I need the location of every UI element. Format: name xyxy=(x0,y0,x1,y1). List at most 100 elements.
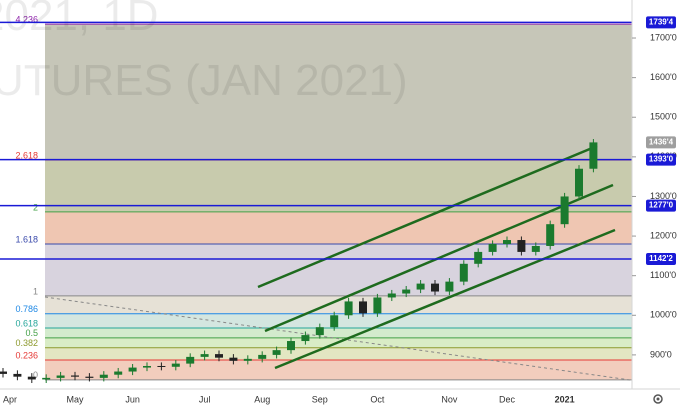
fib-label: 0.382 xyxy=(15,338,38,348)
candle-body xyxy=(71,375,79,377)
fib-band xyxy=(45,211,632,244)
candle-body xyxy=(243,358,252,361)
candle-body xyxy=(258,354,267,359)
axes: Apr May Jun Jul Aug Sep Oct Nov Dec 2021 900'0 1000… xyxy=(3,16,677,404)
x-tick-label: Nov xyxy=(441,394,458,404)
price-tag-bg xyxy=(646,252,676,265)
candle-body xyxy=(85,376,94,378)
price-tag-bg xyxy=(646,16,676,29)
candle-body xyxy=(186,356,195,364)
channel-mid xyxy=(264,183,614,333)
fib-label: 0.618 xyxy=(15,318,38,328)
candle-body xyxy=(387,293,396,298)
candle-body xyxy=(445,281,454,292)
candle-body xyxy=(459,263,468,282)
channel-top xyxy=(257,144,598,289)
candle-body xyxy=(416,283,425,290)
price-tag: 1142'2 xyxy=(649,254,673,263)
candle-body xyxy=(143,365,151,368)
candle-body xyxy=(488,243,497,252)
fib-label: 0.786 xyxy=(15,304,38,314)
last-price-tag: 1436'4 xyxy=(649,138,674,147)
candle-body xyxy=(27,376,36,380)
candle-body xyxy=(531,245,540,252)
candle-body xyxy=(330,315,339,328)
fib-band xyxy=(45,313,632,328)
drawings xyxy=(44,144,631,381)
candle-body xyxy=(229,357,238,361)
candle-body xyxy=(215,354,223,358)
y-tick-label: 1300'0 xyxy=(650,191,677,201)
candle-body xyxy=(200,354,209,357)
fib-label: 4.236 xyxy=(15,15,38,25)
x-tick-label: Aug xyxy=(254,394,270,404)
gear-center[interactable] xyxy=(656,397,660,401)
candle-body xyxy=(301,335,310,342)
candle-body xyxy=(114,371,123,375)
candle-body xyxy=(431,283,439,292)
x-tick-label: Jun xyxy=(125,394,140,404)
fib-label: 2.618 xyxy=(15,150,38,160)
candle-body xyxy=(315,327,324,336)
y-tick-label: 1600'0 xyxy=(650,72,677,82)
price-tag-bg xyxy=(646,199,676,212)
candle-body xyxy=(344,301,353,316)
candle-body xyxy=(42,377,51,380)
price-tag: 1739'4 xyxy=(649,17,674,26)
candle-body xyxy=(517,240,526,252)
fib-band xyxy=(45,160,632,212)
last-price-tag-bg xyxy=(646,136,676,149)
fib-band xyxy=(45,360,632,380)
candle-body xyxy=(575,168,583,197)
y-tick-label: 1000'0 xyxy=(650,310,677,320)
fib-band xyxy=(45,243,632,296)
price-tag: 1393'0 xyxy=(649,155,674,164)
watermark-symbol: 2021, 1D xyxy=(0,0,159,40)
y-tick-label: 1200'0 xyxy=(650,230,677,240)
gear[interactable] xyxy=(653,394,663,404)
candle-body xyxy=(402,289,411,294)
candle-body xyxy=(373,297,382,314)
fib-band xyxy=(45,327,632,338)
fib-band xyxy=(45,295,632,314)
y-tick-label: 1500'0 xyxy=(650,112,677,122)
fib-band xyxy=(45,24,632,161)
candle-body xyxy=(589,142,598,169)
channel-bottom xyxy=(274,228,616,370)
fib-label: 1.618 xyxy=(15,234,38,244)
candle-body xyxy=(128,367,137,372)
fib-band xyxy=(45,347,632,361)
candle-body xyxy=(157,365,166,367)
x-tick-label: Oct xyxy=(370,394,385,404)
candle-body xyxy=(287,341,295,351)
candle-body xyxy=(474,251,483,264)
candle-body xyxy=(546,224,555,246)
candle-body xyxy=(56,375,65,378)
candle-body xyxy=(560,196,569,225)
y-tick-label: 1700'0 xyxy=(650,32,677,42)
x-tick-label: May xyxy=(66,394,84,404)
trend-dashed xyxy=(44,296,631,381)
fib-label: 2 xyxy=(33,202,38,212)
x-tick-label: Dec xyxy=(499,394,516,404)
candle-body xyxy=(99,374,108,378)
x-tick-label: Jul xyxy=(199,394,211,404)
watermark-name: UTURES (JAN 2021) xyxy=(0,56,408,105)
fib-label: 1 xyxy=(33,286,38,296)
y-tick-label: 1100'0 xyxy=(650,270,676,280)
price-tag-bg xyxy=(646,153,676,166)
candle-body xyxy=(13,373,22,377)
candle-body xyxy=(272,350,281,355)
y-tick-label: 900'0 xyxy=(650,349,672,359)
price-tag: 1277'0 xyxy=(649,201,674,210)
candle-body xyxy=(503,240,511,244)
plot xyxy=(0,21,632,384)
candle-body xyxy=(171,363,180,367)
candle-body xyxy=(0,371,7,374)
x-tick-label: 2021 xyxy=(555,394,575,404)
fib-label: 0.5 xyxy=(25,328,38,338)
candle-body xyxy=(359,301,367,314)
settings-icon[interactable] xyxy=(653,394,663,404)
